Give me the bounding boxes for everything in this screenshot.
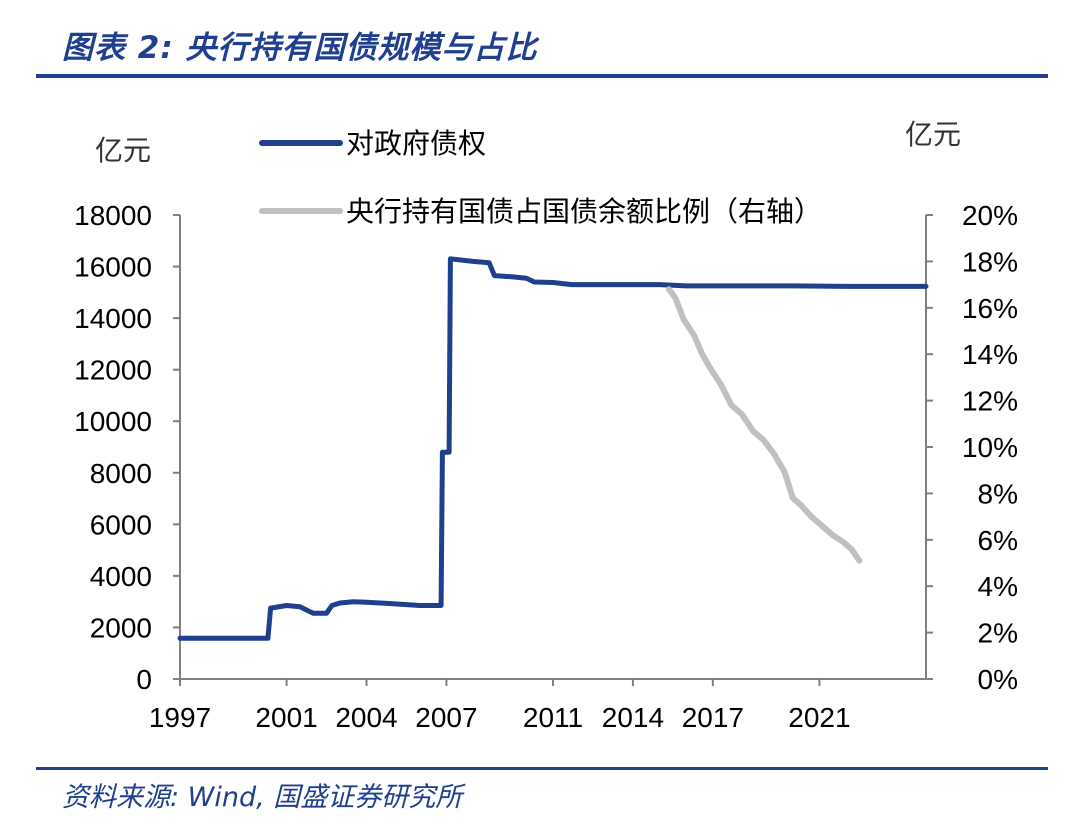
right-tick-label: 18% (962, 246, 1018, 277)
legend-item-gov-claims-label: 对政府债权 (346, 127, 486, 160)
left-tick-label: 16000 (74, 252, 152, 283)
right-tick-label: 8% (978, 478, 1018, 509)
right-tick-label: 6% (978, 525, 1018, 556)
page-title: 图表 2: 央行持有国债规模与占比 (62, 30, 538, 66)
left-tick-label: 18000 (74, 200, 152, 231)
x-tick-label: 2021 (788, 702, 850, 733)
right-tick-label: 20% (962, 200, 1018, 231)
right-tick-label: 16% (962, 293, 1018, 324)
x-tick-label: 2014 (602, 702, 664, 733)
left-tick-label: 4000 (90, 561, 152, 592)
chart-axes: 0 2000 4000 6000 8000 10000 12000 14000 16000 180… (74, 200, 1018, 733)
right-tick-label: 12% (962, 386, 1018, 417)
source-divider (36, 767, 1048, 770)
x-tick-label: 1997 (149, 702, 211, 733)
x-tick-label: 2001 (255, 702, 317, 733)
right-tick-label: 0% (978, 664, 1018, 695)
left-axis-unit: 亿元 (95, 134, 151, 167)
left-tick-label: 14000 (74, 303, 152, 334)
right-tick-label: 2% (978, 618, 1018, 649)
right-tick-label: 14% (962, 339, 1018, 370)
right-tick-label: 10% (962, 432, 1018, 463)
left-tick-label: 10000 (74, 406, 152, 437)
left-tick-label: 8000 (90, 458, 152, 489)
source-note: 资料来源: Wind, 国盛证券研究所 (62, 782, 463, 813)
left-tick-label: 2000 (90, 612, 152, 643)
left-tick-label: 0 (136, 664, 152, 695)
x-tick-label: 2017 (682, 702, 744, 733)
legend-item-holding-ratio-label: 央行持有国债占国债余额比例（右轴） (346, 195, 822, 228)
x-tick-label: 2011 (523, 702, 583, 733)
left-tick-label: 6000 (90, 509, 152, 540)
right-tick-label: 4% (978, 571, 1018, 602)
right-axis-unit: 亿元 (905, 118, 961, 151)
x-tick-label: 2007 (415, 702, 477, 733)
series-line-holding-ratio (665, 286, 863, 564)
series-line-gov-claims (177, 256, 929, 641)
chart-series (177, 256, 929, 641)
left-tick-label: 12000 (74, 355, 152, 386)
x-tick-label: 2004 (335, 702, 397, 733)
title-divider (36, 74, 1048, 78)
